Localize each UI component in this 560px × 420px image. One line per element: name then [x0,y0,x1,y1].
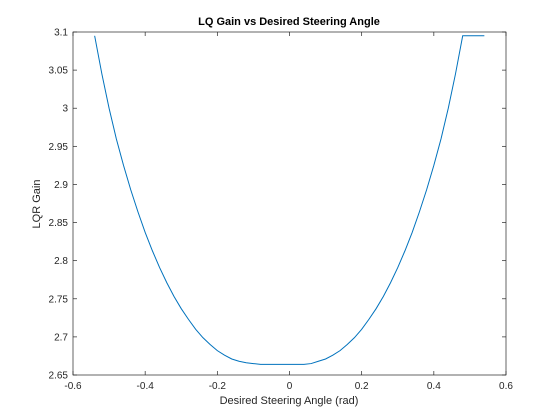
x-tick-label: 0.4 [427,381,441,392]
y-tick-label: 2.8 [54,256,68,267]
y-tick-label: 3.05 [49,66,69,77]
x-tick-label: -0.4 [137,381,155,392]
y-tick-label: 3.1 [54,28,68,39]
y-axis-label: LQR Gain [31,180,43,229]
y-tick-label: 2.7 [54,332,68,343]
y-tick-label: 3 [62,104,68,115]
series-layer [94,35,485,365]
x-tick-label: 0.6 [499,381,513,392]
x-axis-label: Desired Steering Angle (rad) [220,395,359,407]
series-line [94,35,485,365]
x-axis: -0.6 -0.4 -0.2 0 0.2 0.4 0.6 [64,32,513,392]
x-tick-label: 0.2 [355,381,369,392]
x-tick-label: -0.6 [64,381,82,392]
chart-title: LQ Gain vs Desired Steering Angle [198,16,380,28]
y-tick-label: 2.9 [54,180,68,191]
y-tick-label: 2.85 [49,218,69,229]
x-tick-label: -0.2 [209,381,227,392]
y-tick-label: 2.65 [49,371,69,382]
plot-area [72,31,507,376]
y-tick-label: 2.75 [49,294,69,305]
y-tick-label: 2.95 [49,142,69,153]
x-tick-label: 0 [287,381,293,392]
y-axis: 2.65 2.7 2.75 2.8 2.85 2.9 2.95 3 3.05 3.1 [49,28,506,382]
